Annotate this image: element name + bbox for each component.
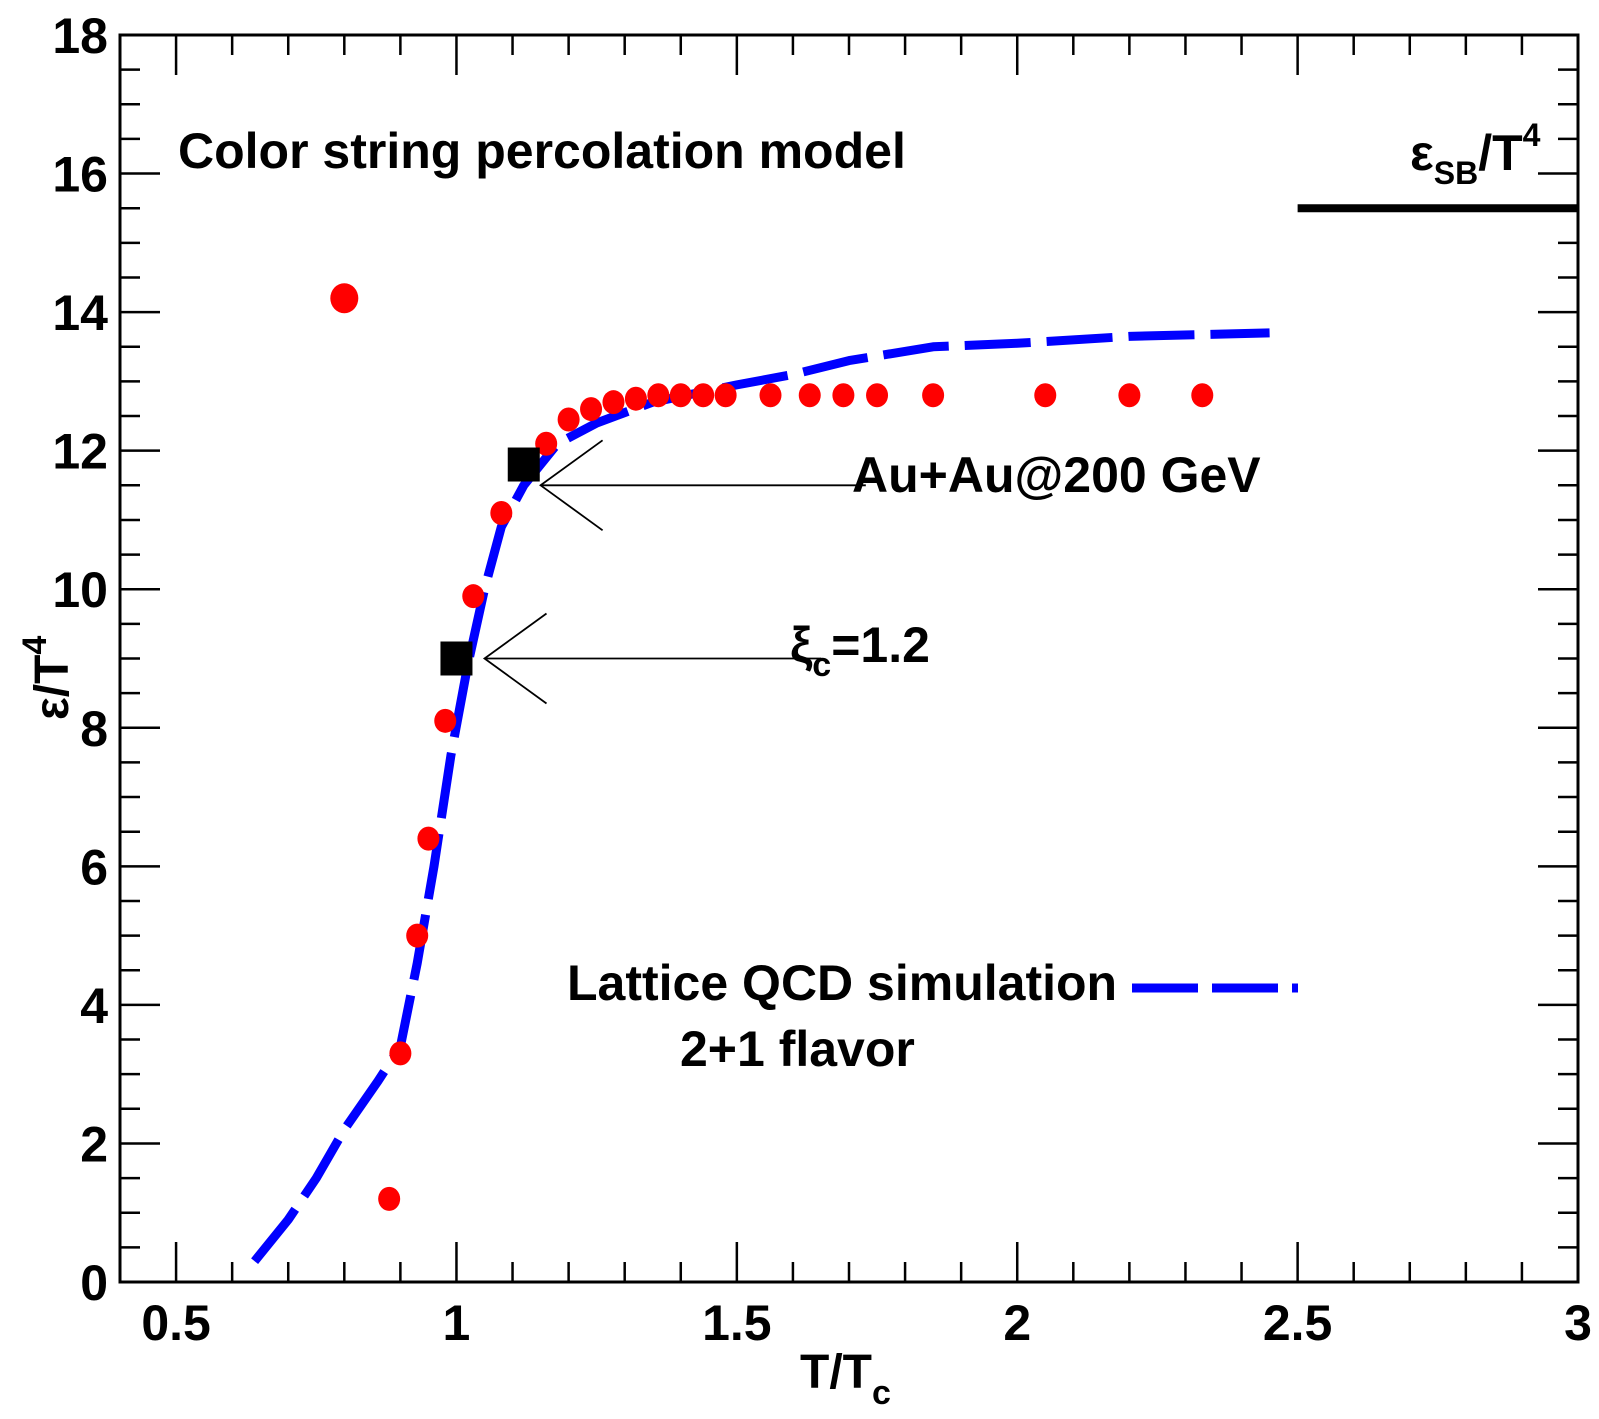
percolation-point	[832, 383, 855, 408]
sb-label-sup: 4	[1523, 117, 1541, 153]
y-tick-label: 14	[52, 285, 108, 341]
x-axis-title-main: T/T	[800, 1346, 872, 1399]
x-tick-label: 0.5	[141, 1295, 211, 1351]
au-au-square	[507, 447, 540, 482]
percolation-point	[557, 407, 580, 432]
sb-label-main: ε	[1410, 125, 1434, 181]
y-axis-title-sup: 4	[16, 636, 54, 655]
percolation-point	[378, 1186, 401, 1211]
percolation-point	[462, 584, 485, 609]
lattice-qcd-series	[251, 328, 1270, 1265]
x-tick-label: 1	[443, 1295, 471, 1351]
percolation-point	[406, 923, 429, 948]
model-label: Color string percolation model	[178, 123, 906, 179]
au-au-square	[440, 641, 473, 676]
sb-label-sub: SB	[1434, 155, 1478, 191]
x-tick-label: 3	[1564, 1295, 1592, 1351]
x-tick-labels: 0.5 1 1.5 2 2.5 3	[141, 1295, 1592, 1351]
legend-line2: 2+1 flavor	[680, 1021, 915, 1077]
sb-label-tail: /T	[1478, 125, 1522, 181]
percolation-point	[922, 383, 945, 408]
tick-marks	[118, 33, 1580, 1284]
x-axis-title-sub: c	[872, 1374, 891, 1412]
y-tick-label: 2	[80, 1116, 108, 1172]
percolation-point	[535, 431, 558, 456]
percolation-point	[490, 501, 513, 526]
percolation-point	[714, 383, 737, 408]
y-axis-title-main: ε/T	[26, 655, 79, 720]
y-tick-label: 16	[52, 147, 108, 203]
y-tick-label: 10	[52, 562, 108, 618]
percolation-point	[1034, 383, 1057, 408]
percolation-point	[759, 383, 782, 408]
arrow-head	[539, 439, 604, 532]
percolation-point	[692, 383, 715, 408]
y-tick-labels: 0 2 4 6 8 10 12 14 16 18	[52, 8, 108, 1311]
x-tick-label: 1.5	[702, 1295, 772, 1351]
percolation-point	[866, 383, 889, 408]
percolation-model-series	[330, 283, 1214, 1211]
collision-label: Au+Au@200 GeV	[852, 447, 1261, 503]
xi-label: ξc=1.2	[790, 617, 930, 684]
y-tick-label: 8	[80, 701, 108, 757]
percolation-point	[1191, 383, 1214, 408]
percolation-point	[798, 383, 821, 408]
percolation-point	[330, 283, 359, 314]
percolation-point	[647, 383, 670, 408]
y-tick-label: 18	[52, 8, 108, 64]
percolation-point	[602, 390, 625, 415]
y-tick-label: 6	[80, 839, 108, 895]
y-axis-title: ε/T4	[16, 636, 79, 720]
au-au-marker-series	[440, 447, 540, 676]
y-tick-label: 4	[80, 978, 108, 1034]
x-tick-label: 2.5	[1263, 1295, 1333, 1351]
percolation-point	[389, 1041, 412, 1066]
x-axis-title: T/Tc	[800, 1346, 891, 1412]
sb-label: εSB/T4	[1410, 117, 1541, 191]
y-tick-label: 12	[52, 424, 108, 480]
percolation-point	[580, 397, 603, 422]
percolation-point	[417, 826, 440, 851]
arrow-head	[482, 612, 548, 705]
legend-line1: Lattice QCD simulation	[567, 955, 1117, 1011]
xi-label-tail: =1.2	[831, 617, 930, 673]
percolation-point	[434, 708, 457, 733]
xi-label-sub: c	[812, 646, 831, 684]
annotation-arrows	[482, 439, 866, 705]
xi-label-main: ξ	[790, 617, 813, 673]
percolation-point	[624, 386, 647, 411]
y-tick-label: 0	[80, 1255, 108, 1311]
lattice-qcd-curve	[251, 328, 1270, 1265]
x-tick-label: 2	[1003, 1295, 1031, 1351]
percolation-point	[669, 383, 692, 408]
percolation-point	[1118, 383, 1141, 408]
